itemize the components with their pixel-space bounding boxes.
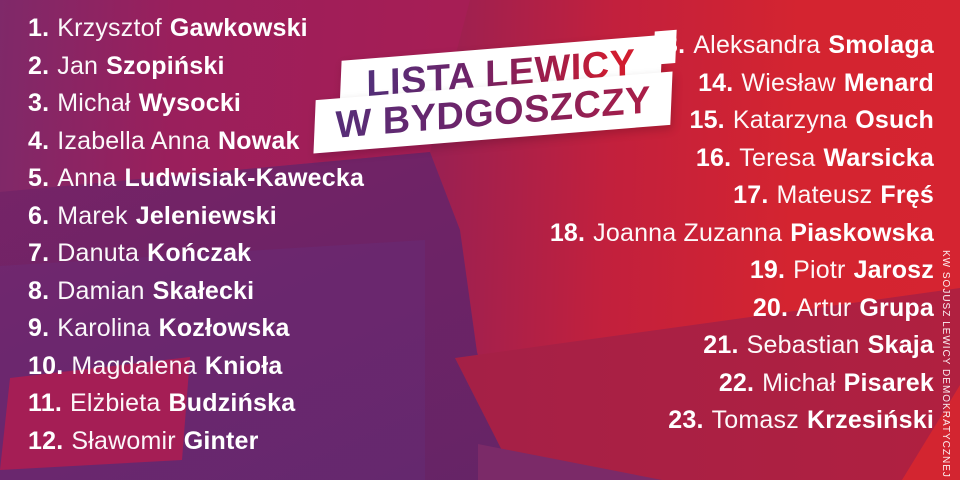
candidate-given-name: Artur	[796, 293, 852, 322]
candidate-row: 2. Jan Szopiński	[28, 48, 364, 86]
candidate-row: 15. Katarzyna Osuch	[550, 102, 934, 140]
candidate-surname: Pisarek	[843, 368, 934, 397]
candidate-list-right: 13.AleksandraSmolaga14.WiesławMenard15.K…	[550, 27, 934, 440]
candidate-surname: Jeleniewski	[135, 201, 277, 230]
candidate-number: 2.	[28, 51, 50, 80]
candidate-surname: Wysocki	[138, 89, 242, 118]
candidate-surname: Knioła	[204, 351, 283, 380]
candidate-surname: Piaskowska	[790, 218, 934, 247]
candidate-row: 4. Izabella Anna Nowak	[28, 123, 364, 161]
candidate-row: 7. Danuta Kończak	[28, 235, 364, 273]
candidate-given-name: Sławomir	[71, 426, 176, 455]
candidate-surname: Warsicka	[823, 143, 934, 172]
candidate-given-name: Marek	[57, 201, 128, 230]
candidate-given-name: Magdalena	[71, 351, 197, 380]
committee-credit-vertical-text: KW SOJUSZ LEWICY DEMOKRATYCZNEJ	[940, 250, 951, 478]
candidate-number: 16.	[695, 143, 732, 172]
candidate-row: 20. Artur Grupa	[550, 290, 934, 328]
candidate-surname: Menard	[843, 68, 934, 97]
candidate-row: 19. Piotr Jarosz	[550, 252, 934, 290]
candidate-given-name: Izabella Anna	[57, 126, 210, 155]
candidate-given-name: Teresa	[739, 143, 816, 172]
candidate-surname: Szopiński	[106, 51, 225, 80]
candidate-number: 15.	[689, 106, 725, 135]
candidate-row: 18. Joanna Zuzanna Piaskowska	[550, 215, 934, 253]
candidate-surname: Fręś	[880, 181, 934, 210]
candidate-surname: Grupa	[859, 293, 934, 322]
candidate-number: 20.	[752, 293, 789, 322]
candidate-number: 8.	[28, 276, 50, 305]
candidate-number: 19.	[749, 256, 786, 285]
candidate-row: 17. Mateusz Fręś	[550, 177, 934, 215]
candidate-number: 9.	[28, 314, 50, 343]
candidate-given-name: Krzysztof	[57, 14, 162, 43]
candidate-given-name: Tomasz	[711, 406, 799, 435]
candidate-given-name: Wiesław	[741, 68, 836, 97]
candidate-surname: Krzesiński	[806, 406, 934, 435]
candidate-number: 17.	[733, 181, 769, 210]
candidate-given-name: Michał	[762, 368, 836, 397]
candidate-number: 1.	[28, 14, 50, 43]
candidate-given-name: Katarzyna	[732, 106, 848, 135]
candidate-row: 22. Michał Pisarek	[550, 365, 934, 403]
candidate-number: 21.	[703, 331, 739, 360]
candidate-given-name: Karolina	[57, 314, 151, 343]
candidate-given-name: Sebastian	[746, 331, 860, 360]
candidate-given-name: Joanna Zuzanna	[593, 218, 783, 247]
candidate-number: 10.	[28, 351, 64, 380]
candidate-given-name: Danuta	[57, 239, 140, 268]
candidate-given-name: Elżbieta	[69, 389, 161, 418]
candidate-surname: Ludwisiak-Kawecka	[124, 164, 365, 193]
candidate-surname: Smolaga	[828, 31, 934, 60]
candidate-given-name: Anna	[57, 164, 117, 193]
candidate-number: 5.	[28, 164, 50, 193]
candidate-row: 3. Michał Wysocki	[28, 85, 364, 123]
candidate-row: 6. Marek Jeleniewski	[28, 198, 364, 236]
candidate-surname: Nowak	[217, 126, 300, 155]
candidate-given-name: Mateusz	[776, 181, 873, 210]
candidate-given-name: Aleksandra	[693, 31, 821, 60]
candidate-given-name: Piotr	[793, 256, 846, 285]
candidate-surname: Skaja	[867, 331, 934, 360]
candidate-number: 22.	[718, 368, 755, 397]
candidate-number: 7.	[28, 239, 50, 268]
candidate-number: 4.	[28, 126, 50, 155]
candidate-surname: Kończak	[147, 239, 252, 268]
candidate-row: 16. Teresa Warsicka	[550, 140, 934, 178]
candidate-number: 11.	[28, 389, 62, 418]
candidate-row: 14. Wiesław Menard	[550, 65, 934, 103]
candidate-surname: Skałecki	[152, 276, 255, 305]
candidate-number: 3.	[28, 89, 50, 118]
candidate-row: 1. Krzysztof Gawkowski	[28, 10, 364, 48]
candidate-row: 21. Sebastian Skaja	[550, 327, 934, 365]
candidate-row: 9. Karolina Kozłowska	[28, 310, 364, 348]
candidate-row: 8. Damian Skałecki	[28, 273, 364, 311]
candidate-row: 10. Magdalena Knioła	[28, 348, 364, 386]
candidate-surname: Kozłowska	[158, 314, 290, 343]
candidate-surname: Jarosz	[853, 256, 934, 285]
candidate-row: 5. Anna Ludwisiak-Kawecka	[28, 160, 364, 198]
candidate-number: 6.	[28, 201, 50, 230]
candidate-number: 23.	[668, 406, 704, 435]
candidate-given-name: Michał	[57, 89, 131, 118]
candidate-row: 23. Tomasz Krzesiński	[550, 402, 934, 440]
candidate-given-name: Jan	[57, 51, 99, 80]
candidate-surname: Budzińska	[168, 389, 296, 418]
candidate-number: 18.	[549, 218, 586, 247]
candidate-number: 12.	[28, 426, 64, 455]
candidate-surname: Osuch	[855, 106, 934, 135]
candidate-row: 12. Sławomir Ginter	[28, 423, 364, 461]
candidate-list-left: 1. Krzysztof Gawkowski 2. Jan Szopiński 3. Mich…	[28, 10, 364, 460]
candidate-surname: Gawkowski	[169, 14, 308, 43]
title-banner: LISTA LEWICY W BYDGOSZCZY	[313, 34, 684, 154]
candidate-given-name: Damian	[57, 276, 145, 305]
candidate-number: 14.	[698, 68, 734, 97]
candidate-surname: Ginter	[183, 426, 259, 455]
candidate-row: 11. Elżbieta Budzińska	[28, 385, 364, 423]
